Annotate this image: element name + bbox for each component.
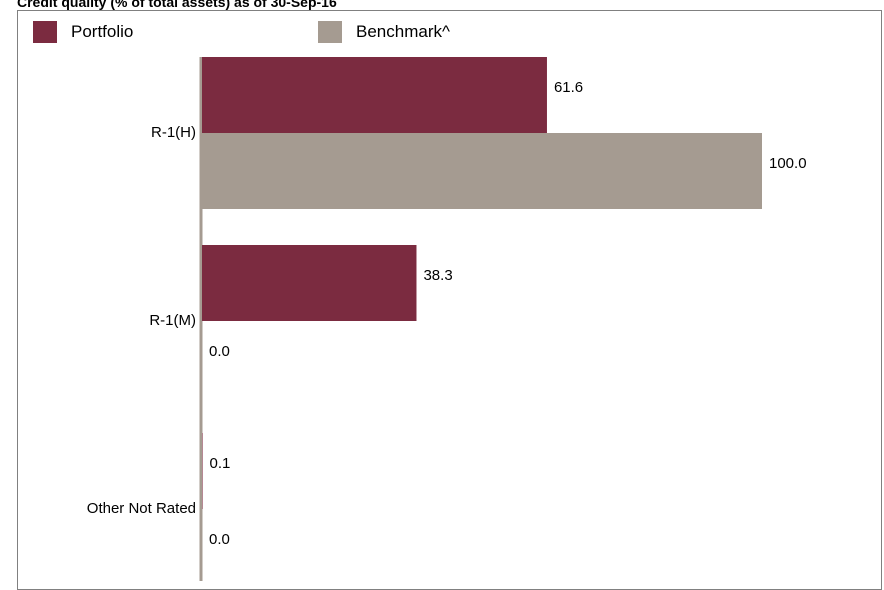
- chart-title: Credit quality (% of total assets) as of…: [17, 0, 337, 10]
- data-label-benchmark-r-1-m: 0.0: [209, 343, 230, 360]
- legend-label-benchmark: Benchmark^: [356, 22, 450, 41]
- bar-benchmark-r-1-h: [202, 133, 762, 209]
- bar-portfolio-r-1-h: [202, 57, 547, 133]
- category-label-r-1-m: R-1(M): [149, 312, 196, 329]
- category-label-other-not-rated: Other Not Rated: [87, 500, 196, 517]
- data-label-portfolio-r-1-m: 38.3: [423, 267, 452, 284]
- legend-label-portfolio: Portfolio: [71, 22, 134, 41]
- data-label-portfolio-r-1-h: 61.6: [554, 79, 583, 96]
- legend-portfolio: Portfolio: [33, 20, 133, 44]
- data-label-benchmark-other-not-rated: 0.0: [209, 531, 230, 548]
- legend-swatch-benchmark: [318, 21, 342, 43]
- legend-swatch-portfolio: [33, 21, 57, 43]
- data-label-portfolio-other-not-rated: 0.1: [210, 455, 231, 472]
- bar-portfolio-other-not-rated: [202, 433, 203, 509]
- legend-benchmark: Benchmark^: [318, 20, 450, 44]
- bar-portfolio-r-1-m: [202, 245, 417, 321]
- category-label-r-1-h: R-1(H): [151, 124, 196, 141]
- data-label-benchmark-r-1-h: 100.0: [769, 155, 807, 172]
